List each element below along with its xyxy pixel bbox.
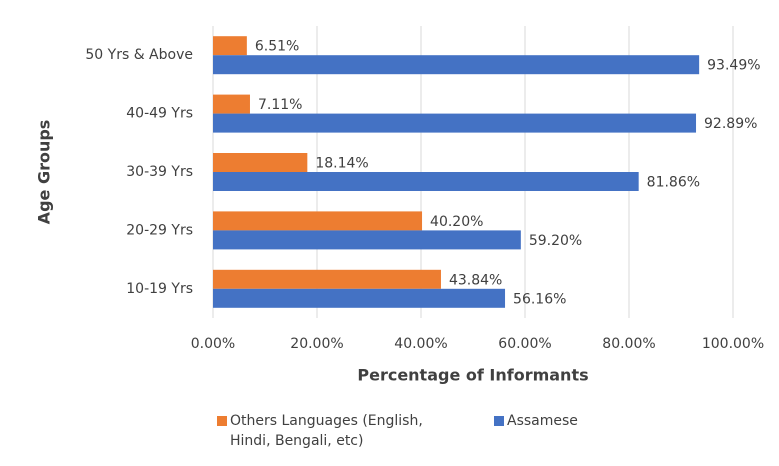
legend-swatch [217, 416, 227, 426]
bar [213, 230, 521, 250]
bar [213, 55, 700, 75]
x-tick-label: 80.00% [602, 336, 655, 352]
data-label: 7.11% [258, 97, 302, 113]
data-label: 59.20% [529, 233, 582, 249]
legend-label: Assamese [507, 413, 578, 429]
bar [213, 288, 506, 308]
y-tick-label: 40-49 Yrs [126, 106, 193, 122]
x-axis-title: Percentage of Informants [357, 366, 588, 385]
legend-swatch [494, 416, 504, 426]
bar [213, 211, 423, 231]
data-label: 93.49% [707, 58, 760, 74]
x-tick-label: 100.00% [702, 336, 764, 352]
data-label: 56.16% [513, 291, 566, 307]
data-label: 81.86% [647, 175, 700, 191]
bar [213, 113, 697, 133]
x-tick-label: 40.00% [394, 336, 447, 352]
y-axis-title: Age Groups [35, 120, 54, 225]
bar [213, 172, 639, 191]
x-tick-label: 60.00% [498, 336, 551, 352]
data-label: 43.84% [449, 272, 502, 288]
legend-label: Others Languages (English, Hindi, Bengal… [230, 413, 423, 449]
x-tick-label: 0.00% [191, 336, 235, 352]
bar [213, 36, 247, 56]
y-tick-label: 30-39 Yrs [126, 164, 193, 180]
data-label: 6.51% [255, 39, 299, 55]
y-tick-label: 20-29 Yrs [126, 222, 193, 238]
x-tick-label: 20.00% [290, 336, 343, 352]
y-tick-label: 50 Yrs & Above [85, 47, 193, 63]
y-tick-label: 10-19 Yrs [126, 281, 193, 297]
bar [213, 94, 250, 114]
bar [213, 269, 441, 289]
data-label: 92.89% [704, 116, 757, 132]
data-label: 18.14% [315, 156, 368, 172]
bar [213, 153, 308, 172]
data-label: 40.20% [430, 214, 483, 230]
